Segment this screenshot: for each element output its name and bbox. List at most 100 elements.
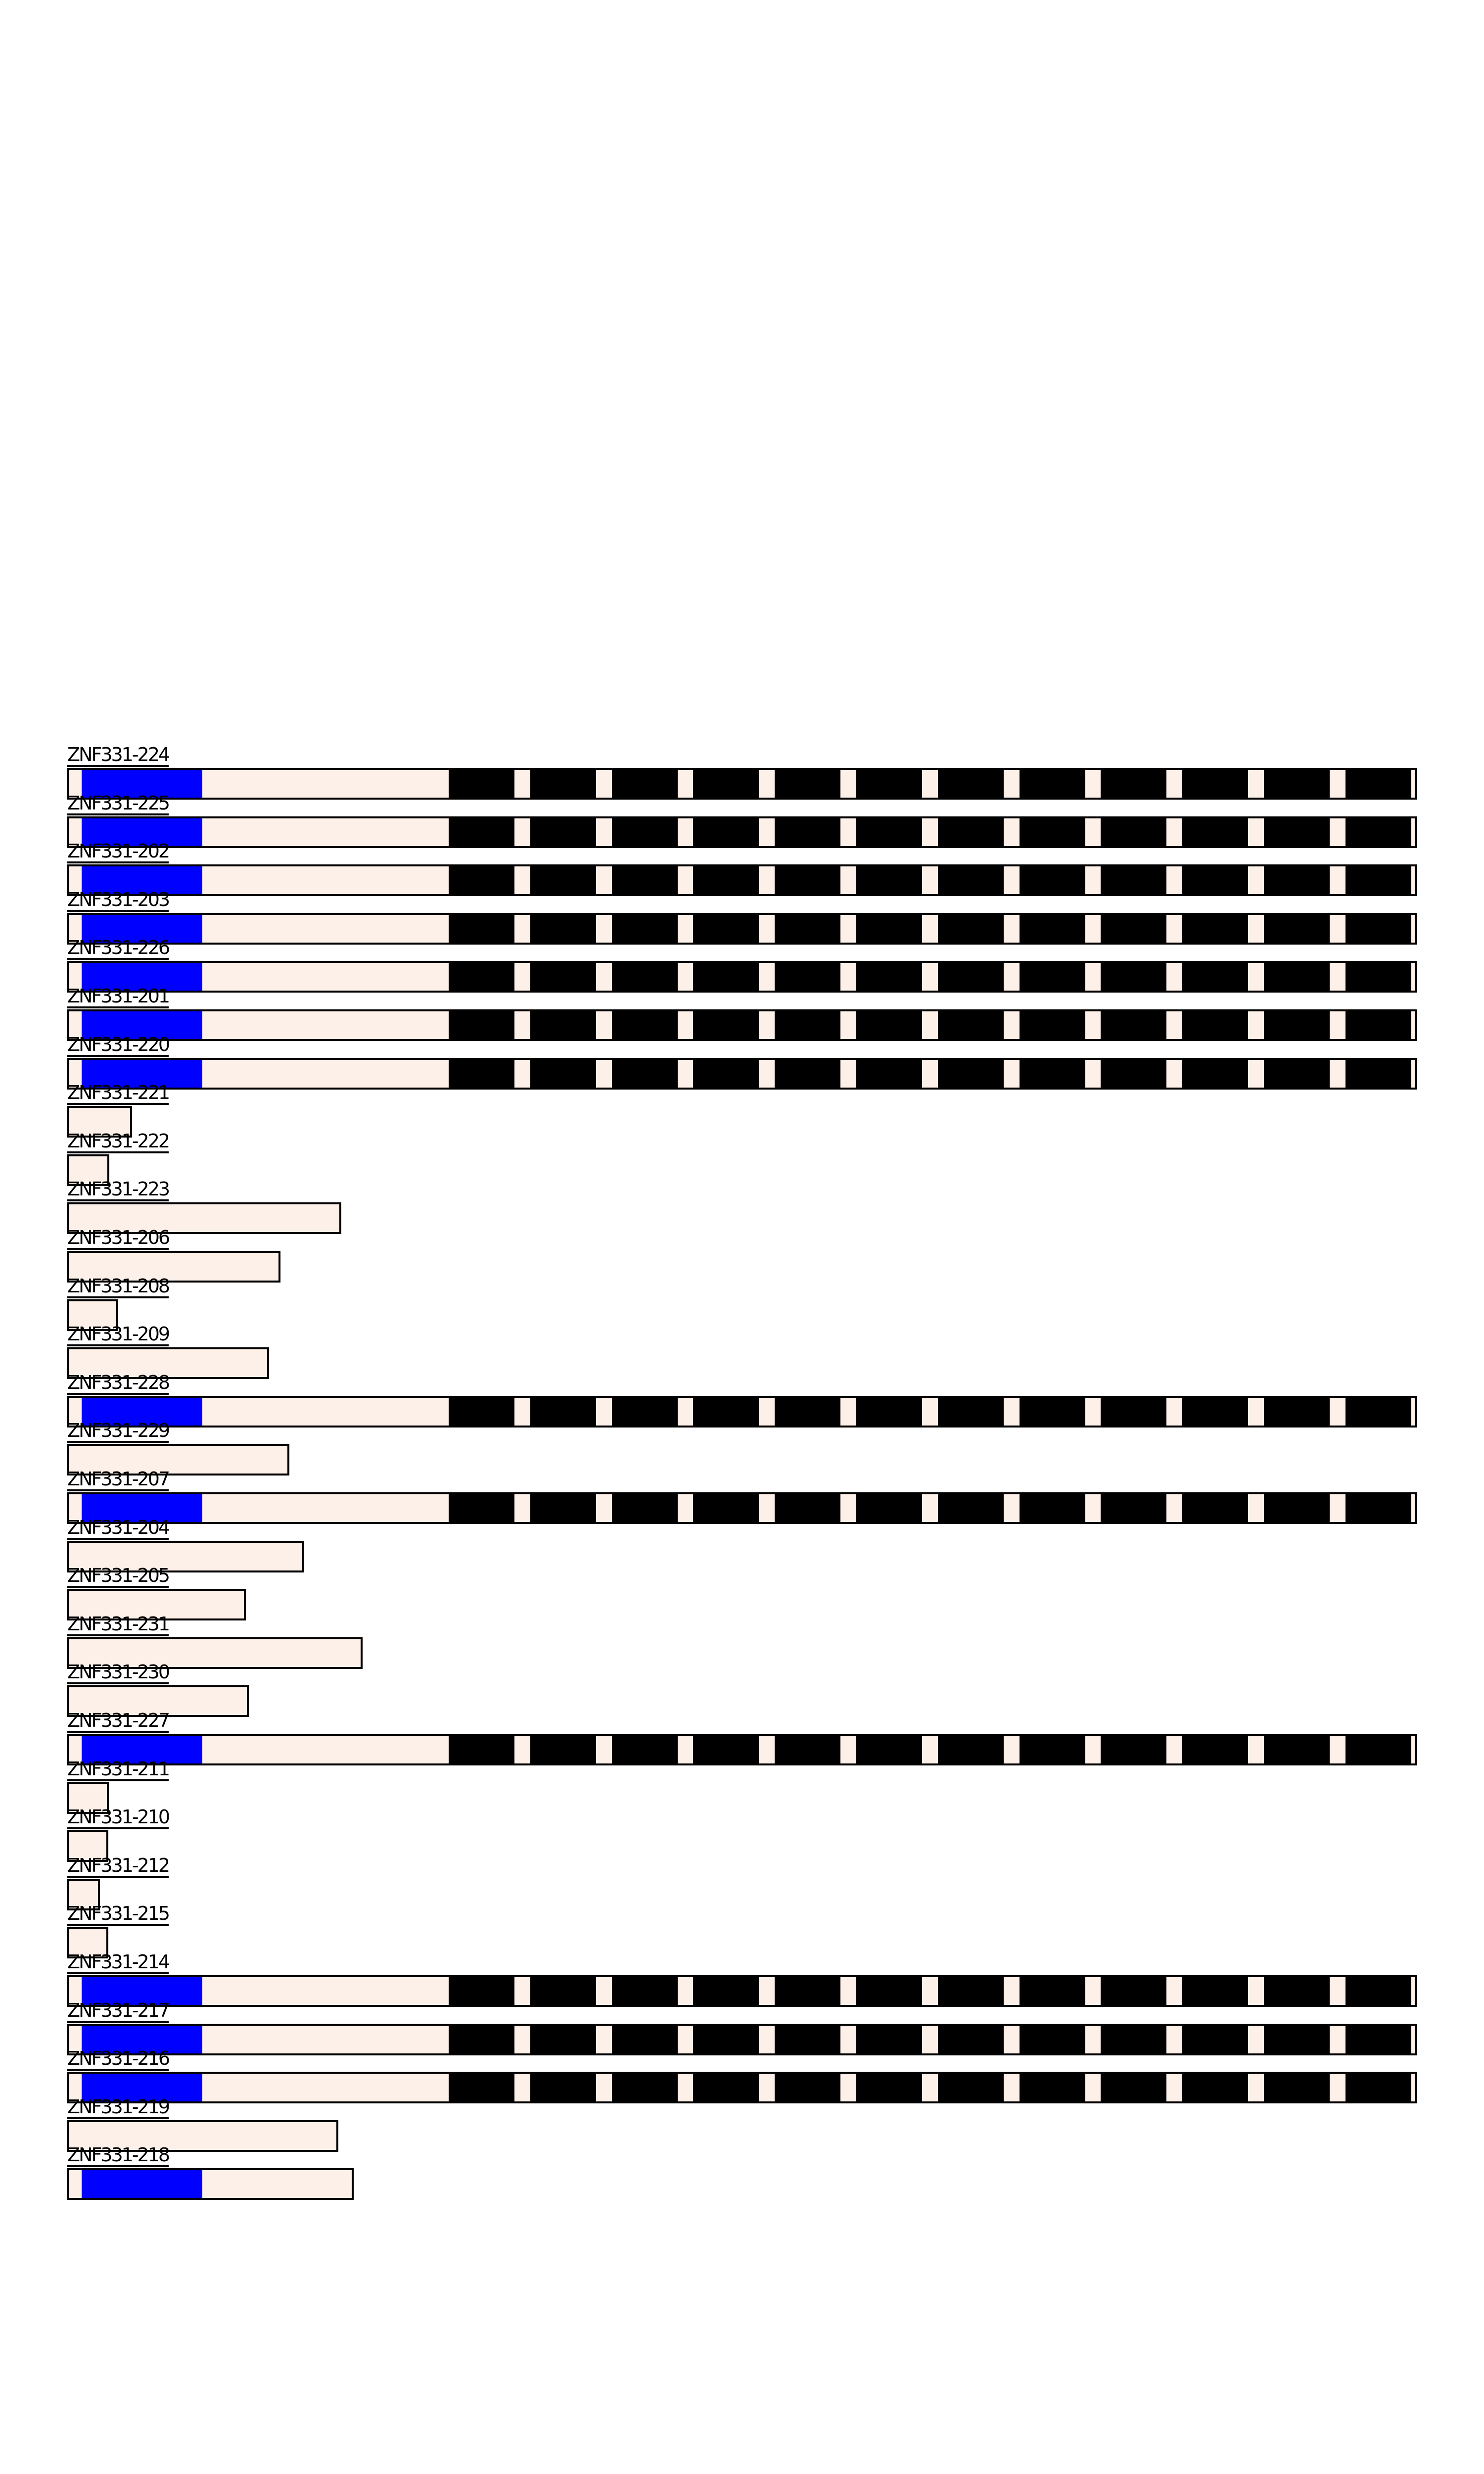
- exon-block: [1101, 1736, 1167, 1763]
- exon-block: [1345, 1977, 1411, 2005]
- exon-block: [856, 914, 922, 943]
- exon-block: [611, 914, 678, 943]
- transcript-label: ZNF331-205: [67, 1566, 170, 1588]
- exon-block: [611, 1059, 678, 1088]
- exon-block: [693, 1397, 759, 1426]
- transcript-label: ZNF331-216: [67, 2049, 170, 2071]
- exon-block: [1101, 866, 1167, 895]
- exon-block: [937, 963, 1004, 991]
- exon-block: [775, 1977, 841, 2005]
- exon-block: [1182, 1059, 1249, 1088]
- exon-block: [449, 1059, 514, 1088]
- exon-block: [775, 1011, 841, 1039]
- exon-block: [1101, 1059, 1167, 1088]
- exon-block: [449, 1397, 514, 1426]
- exon-block: [1345, 914, 1411, 943]
- exon-block: [1101, 2074, 1167, 2102]
- transcript-bar: [67, 2168, 354, 2200]
- exon-block: [1019, 1011, 1085, 1039]
- exon-block: [449, 1011, 514, 1039]
- exon-block: [1019, 1494, 1085, 1522]
- exon-block: [775, 2074, 841, 2102]
- exon-block: [1264, 963, 1330, 991]
- transcript-bar: [67, 1299, 118, 1331]
- exon-block: [937, 2074, 1004, 2102]
- exon-block: [1101, 1011, 1167, 1039]
- transcript-bar: [67, 1057, 1417, 1090]
- exon-block: [775, 818, 841, 846]
- exon-block: [1182, 770, 1249, 798]
- transcript-label: ZNF331-206: [67, 1228, 170, 1250]
- exon-block: [530, 963, 596, 991]
- transcript-bar: [67, 1685, 249, 1717]
- exon-block: [693, 1059, 759, 1088]
- transcript-bar: [67, 2023, 1417, 2055]
- exon-block: [1264, 818, 1330, 846]
- exon-block: [1101, 963, 1167, 991]
- exon-block: [530, 1059, 596, 1088]
- exon-block: [611, 2025, 678, 2053]
- exon-block: [1019, 1397, 1085, 1426]
- exon-block: [693, 1736, 759, 1763]
- exon-block: [530, 1011, 596, 1039]
- exon-block: [775, 1736, 841, 1763]
- exon-block: [1182, 1736, 1249, 1763]
- exon-block: [611, 866, 678, 895]
- exon-block: [530, 770, 596, 798]
- exon-block: [449, 2074, 514, 2102]
- exon-block: [449, 818, 514, 846]
- exon-block: [611, 1494, 678, 1522]
- exon-block: [530, 1494, 596, 1522]
- exon-block: [1101, 818, 1167, 846]
- exon-block: [775, 866, 841, 895]
- transcript-bar: [67, 1734, 1417, 1765]
- transcript-label: ZNF331-215: [67, 1904, 170, 1926]
- transcript-label: ZNF331-217: [67, 2001, 170, 2023]
- exon-block: [1019, 1059, 1085, 1088]
- transcript-bar: [67, 1975, 1417, 2007]
- transcript-bar: [67, 1009, 1417, 1041]
- transcript-bar: [67, 1202, 341, 1235]
- exon-block: [611, 1397, 678, 1426]
- transcript-label: ZNF331-231: [67, 1615, 170, 1636]
- transcript-label: ZNF331-226: [67, 938, 170, 960]
- exon-block: [1101, 770, 1167, 798]
- exon-block: [449, 770, 514, 798]
- exon-block: [693, 866, 759, 895]
- exon-block: [693, 1977, 759, 2005]
- cds-segment-blue: [82, 1494, 202, 1522]
- exon-block: [1182, 2074, 1249, 2102]
- exon-block: [449, 963, 514, 991]
- exon-block: [1182, 1397, 1249, 1426]
- transcript-label: ZNF331-219: [67, 2097, 170, 2119]
- transcript-bar: [67, 1637, 363, 1669]
- exon-block: [937, 866, 1004, 895]
- transcript-bar: [67, 1927, 108, 1959]
- exon-block: [1182, 1977, 1249, 2005]
- exon-block: [1264, 2025, 1330, 2053]
- exon-block: [611, 1736, 678, 1763]
- transcript-bar: [67, 1347, 269, 1380]
- exon-block: [611, 818, 678, 846]
- exon-block: [856, 1736, 922, 1763]
- exon-block: [1345, 818, 1411, 846]
- exon-block: [530, 866, 596, 895]
- transcript-label: ZNF331-218: [67, 2145, 170, 2168]
- exon-block: [775, 1397, 841, 1426]
- exon-block: [530, 1977, 596, 2005]
- exon-block: [1345, 1397, 1411, 1426]
- transcript-label: ZNF331-210: [67, 1808, 170, 1830]
- exon-block: [693, 2025, 759, 2053]
- transcript-label: ZNF331-221: [67, 1083, 170, 1105]
- exon-block: [1264, 1494, 1330, 1522]
- exon-block: [1101, 1494, 1167, 1522]
- exon-block: [1019, 963, 1085, 991]
- transcript-label: ZNF331-223: [67, 1180, 170, 1202]
- transcript-label: ZNF331-225: [67, 794, 170, 815]
- transcript-label: ZNF331-209: [67, 1325, 170, 1347]
- exon-block: [856, 1494, 922, 1522]
- exon-block: [611, 1011, 678, 1039]
- exon-block: [1019, 1977, 1085, 2005]
- exon-block: [1019, 2074, 1085, 2102]
- exon-block: [937, 1011, 1004, 1039]
